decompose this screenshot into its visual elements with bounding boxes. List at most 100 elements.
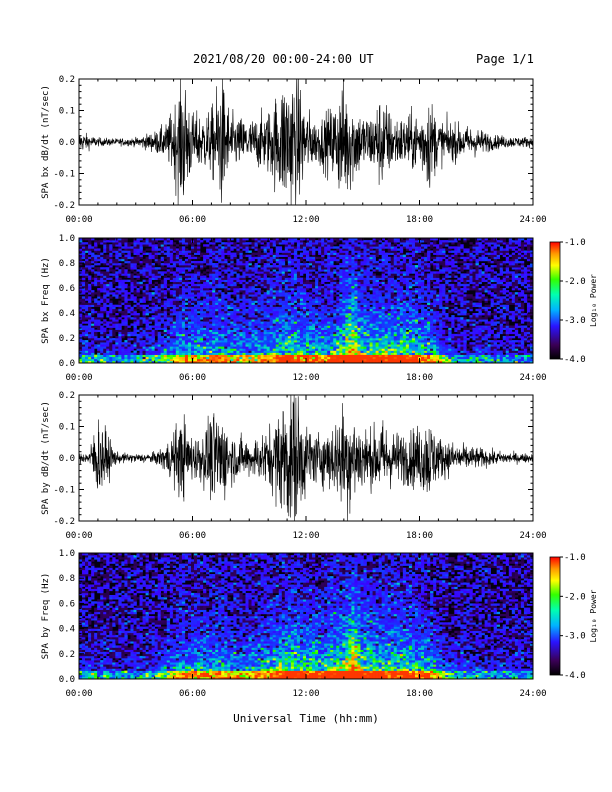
spectrogram-cell <box>169 329 174 333</box>
y-tick-label: 0.2 <box>59 75 75 85</box>
spectrogram-cell <box>151 250 155 253</box>
spectrogram-cell <box>327 252 331 255</box>
spectrogram-cell <box>263 340 267 343</box>
spectrogram-cell <box>242 350 246 353</box>
spectrogram-cell <box>145 333 149 337</box>
spectrogram-cell <box>103 333 107 337</box>
spectrogram-cell <box>236 323 240 326</box>
spectrogram-cell <box>345 290 349 293</box>
spectrogram-cell <box>88 352 92 355</box>
spectrogram-cell <box>345 331 349 335</box>
spectrogram-cell <box>112 294 116 297</box>
spectrogram-cell <box>88 358 92 362</box>
spectrogram-cell <box>230 331 234 335</box>
spectrogram-cell <box>306 350 310 353</box>
spectrogram-cell <box>79 352 83 355</box>
spectrogram-cell <box>175 250 180 253</box>
spectrogram-cell <box>302 313 307 316</box>
spectrogram-cell <box>206 344 210 347</box>
spectrogram-cell <box>178 338 183 341</box>
spectrogram-cell <box>103 288 107 291</box>
spectrogram-cell <box>260 290 264 293</box>
spectrogram-cell <box>203 275 207 278</box>
spectrogram-cell <box>321 329 325 333</box>
spectrogram-cell <box>178 275 183 278</box>
spectrogram-cell <box>172 323 177 326</box>
spectrogram-cell <box>333 283 337 287</box>
spectrogram-cell <box>200 358 204 362</box>
spectrogram-cell <box>88 317 92 320</box>
spectrogram-cell <box>197 244 201 247</box>
spectrogram-cell <box>221 292 225 295</box>
spectrogram-cell <box>275 338 280 341</box>
spectrogram-cell <box>197 269 201 272</box>
spectrogram-cell <box>218 273 222 276</box>
spectrogram-cell <box>263 279 267 283</box>
spectrogram-cell <box>194 344 198 347</box>
spectrogram-cell <box>184 277 189 280</box>
spectrogram-cell <box>227 335 231 339</box>
spectrogram-cell <box>336 246 340 249</box>
spectrogram-cell <box>148 271 152 274</box>
spectrogram-cell <box>103 279 107 283</box>
spectrogram-cell <box>166 277 171 280</box>
spectrogram-cell <box>166 344 171 347</box>
spectrogram-cell <box>121 294 125 297</box>
spectrogram-cell <box>154 300 158 303</box>
spectrogram-cell <box>348 292 352 295</box>
spectrogram-cell <box>82 283 86 287</box>
spectrogram-cell <box>157 360 162 364</box>
spectrogram-cell <box>212 360 216 364</box>
spectrogram-cell <box>324 342 328 345</box>
spectrogram-cell <box>172 290 177 293</box>
spectrogram-cell <box>154 244 158 247</box>
spectrogram-cell <box>278 285 283 289</box>
spectrogram-cell <box>351 360 355 364</box>
spectrogram-cell <box>106 240 110 243</box>
spectrogram-cell <box>278 302 283 305</box>
spectrogram-cell <box>354 265 358 268</box>
spectrogram-cell <box>94 300 98 303</box>
spectrogram-cell <box>206 244 210 247</box>
spectrogram-cell <box>215 352 219 355</box>
spectrogram-cell <box>287 248 292 251</box>
spectrogram-cell <box>166 304 171 308</box>
spectrogram-cell <box>275 323 280 326</box>
spectrogram-cell <box>260 356 264 360</box>
spectrogram-cell <box>330 329 334 333</box>
spectrogram-cell <box>333 321 337 324</box>
spectrogram-cell <box>82 254 86 258</box>
spectrogram-cell <box>309 267 313 270</box>
spectrogram-cell <box>172 306 177 310</box>
spectrogram-cell <box>112 319 116 322</box>
spectrogram-cell <box>281 313 286 316</box>
spectrogram-cell <box>260 306 264 310</box>
spectrogram-cell <box>230 300 234 303</box>
spectrogram-cell <box>269 248 274 251</box>
spectrogram-cell <box>181 325 186 328</box>
spectrogram-cell <box>254 321 258 324</box>
spectrogram-cell <box>354 352 358 355</box>
spectrogram-cell <box>160 292 165 295</box>
spectrogram-cell <box>88 321 92 324</box>
spectrogram-cell <box>321 252 325 255</box>
spectrogram-cell <box>272 238 277 241</box>
spectrogram-cell <box>121 290 125 293</box>
spectrogram-cell <box>227 281 231 285</box>
spectrogram-cell <box>312 258 316 262</box>
spectrogram-cell <box>339 348 343 351</box>
spectrogram-cell <box>254 244 258 247</box>
spectrogram-cell <box>239 321 243 324</box>
spectrogram-cell <box>354 242 358 245</box>
spectrogram-cell <box>163 275 168 278</box>
spectrogram-cell <box>118 348 122 351</box>
spectrogram-cell <box>263 338 267 341</box>
spectrogram-cell <box>203 360 207 364</box>
spectrogram-cell <box>245 321 249 324</box>
spectrogram-cell <box>148 294 152 297</box>
spectrogram-cell <box>209 342 213 345</box>
spectrogram-cell <box>160 281 165 285</box>
spectrogram-cell <box>154 356 158 360</box>
spectrogram-cell <box>145 258 149 262</box>
spectrogram-cell <box>118 240 122 243</box>
